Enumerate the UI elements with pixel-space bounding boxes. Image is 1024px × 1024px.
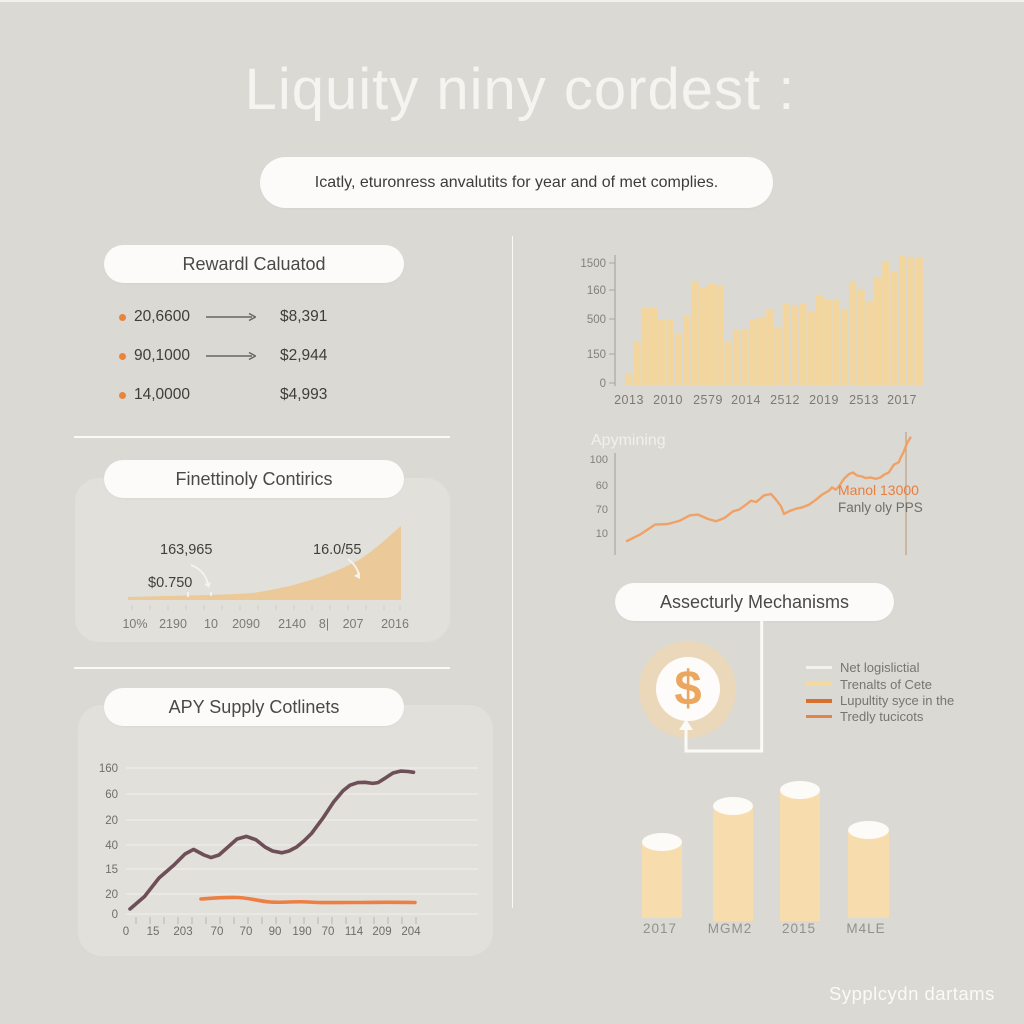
- svg-text:2190: 2190: [159, 617, 187, 631]
- svg-text:70: 70: [211, 926, 224, 938]
- svg-text:20: 20: [105, 889, 118, 901]
- svg-text:10%: 10%: [122, 617, 147, 631]
- svg-text:2090: 2090: [232, 617, 260, 631]
- svg-text:60: 60: [596, 480, 608, 492]
- svg-text:2019: 2019: [809, 393, 839, 407]
- svg-text:60: 60: [105, 789, 118, 801]
- svg-text:20: 20: [105, 815, 118, 827]
- svg-text:2010: 2010: [653, 393, 683, 407]
- svg-text:2013: 2013: [614, 393, 644, 407]
- svg-text:207: 207: [343, 617, 364, 631]
- svg-text:2014: 2014: [731, 393, 761, 407]
- svg-text:10: 10: [596, 528, 608, 540]
- svg-text:70: 70: [596, 504, 608, 516]
- svg-text:2016: 2016: [381, 617, 409, 631]
- svg-text:100: 100: [590, 454, 608, 466]
- svg-text:15: 15: [147, 926, 160, 938]
- svg-text:15: 15: [105, 864, 118, 876]
- svg-text:70: 70: [322, 926, 335, 938]
- svg-text:2512: 2512: [770, 393, 800, 407]
- svg-text:0: 0: [112, 909, 118, 921]
- svg-text:2017: 2017: [643, 921, 677, 936]
- svg-text:2579: 2579: [693, 393, 723, 407]
- svg-text:2017: 2017: [887, 393, 917, 407]
- svg-text:8|: 8|: [319, 617, 329, 631]
- svg-text:1500: 1500: [580, 258, 606, 270]
- svg-text:70: 70: [240, 926, 253, 938]
- svg-text:203: 203: [173, 926, 192, 938]
- svg-text:0: 0: [123, 926, 129, 938]
- svg-text:10: 10: [204, 617, 218, 631]
- svg-text:500: 500: [587, 314, 606, 326]
- svg-text:204: 204: [401, 926, 421, 938]
- svg-text:2140: 2140: [278, 617, 306, 631]
- svg-text:160: 160: [99, 763, 118, 775]
- svg-text:MGM2: MGM2: [708, 921, 753, 936]
- svg-text:0: 0: [600, 378, 606, 390]
- svg-text:40: 40: [105, 840, 118, 852]
- svg-text:209: 209: [372, 926, 391, 938]
- svg-text:90: 90: [269, 926, 282, 938]
- svg-text:2015: 2015: [782, 921, 816, 936]
- svg-text:160: 160: [587, 285, 606, 297]
- svg-text:114: 114: [345, 926, 364, 938]
- svg-text:190: 190: [292, 926, 311, 938]
- svg-text:150: 150: [587, 349, 606, 361]
- svg-text:2513: 2513: [849, 393, 879, 407]
- svg-text:M4LE: M4LE: [846, 921, 885, 936]
